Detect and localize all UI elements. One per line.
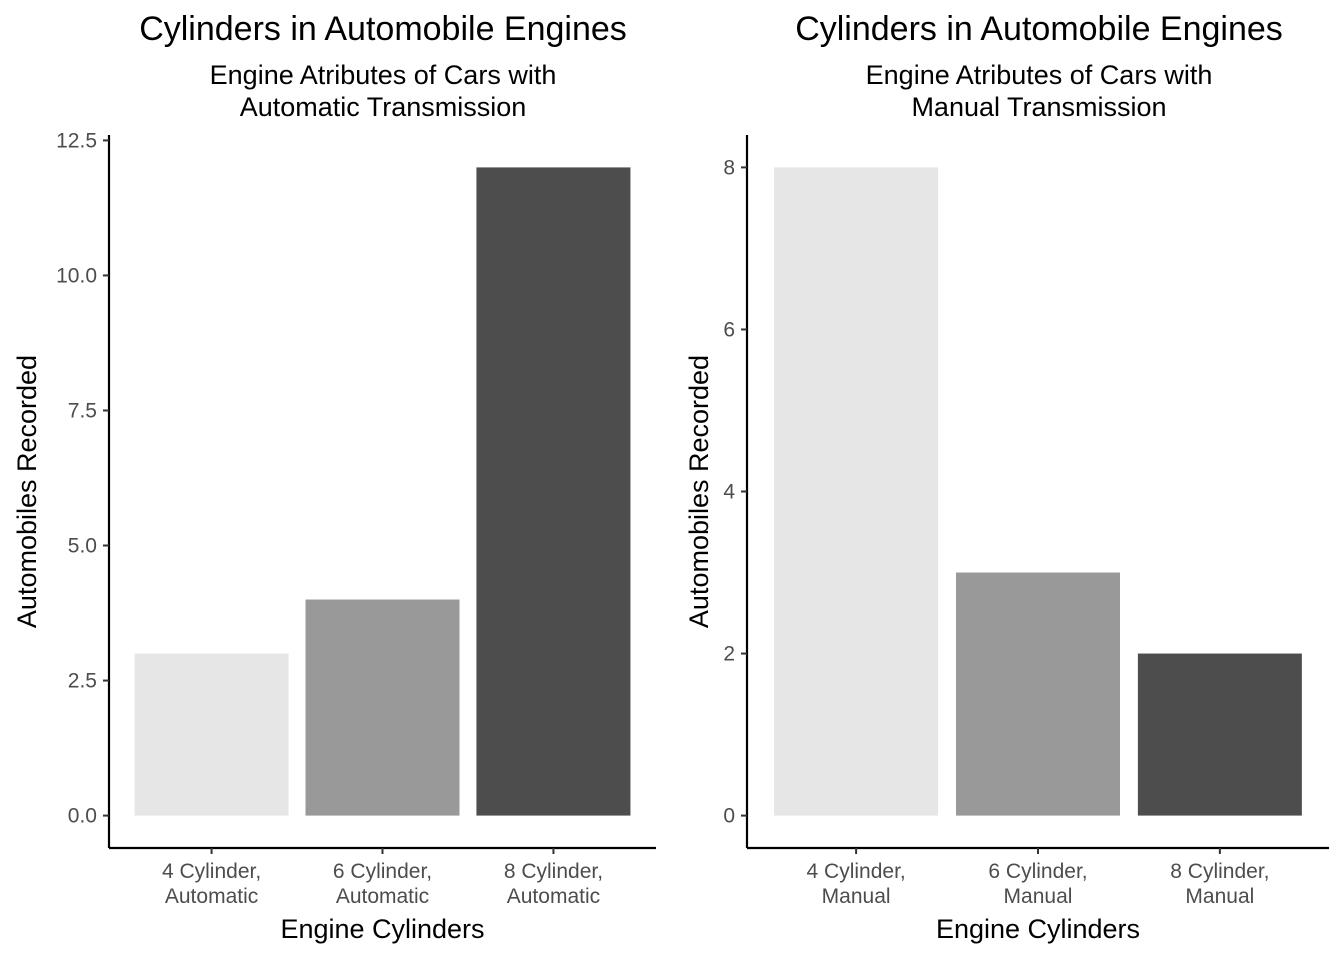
bar [134, 653, 289, 816]
y-tick-label: 4 [723, 481, 735, 504]
bar [774, 167, 939, 816]
x-axis-title: Engine Cylinders [280, 914, 484, 944]
y-tick-label: 8 [723, 156, 735, 179]
x-tick-label: Manual [1004, 885, 1073, 908]
x-tick-label: 4 Cylinder, [162, 860, 261, 883]
x-tick-label: Manual [822, 885, 891, 908]
bar [1137, 653, 1302, 816]
x-tick-label: Automatic [165, 885, 258, 908]
chart-title: Cylinders in Automobile Engines [139, 10, 627, 48]
y-tick-label: 12.5 [56, 129, 97, 152]
x-tick-label: Automatic [507, 885, 600, 908]
y-tick-label: 6 [723, 318, 735, 341]
y-axis-title: Automobiles Recorded [684, 355, 714, 628]
x-tick-label: Automatic [336, 885, 429, 908]
y-axis-title: Automobiles Recorded [12, 355, 42, 628]
y-tick-label: 0.0 [68, 805, 97, 828]
y-tick-label: 2.5 [68, 670, 97, 693]
y-tick-label: 10.0 [56, 264, 97, 287]
bar [956, 572, 1120, 816]
x-axis-title: Engine Cylinders [936, 914, 1140, 944]
x-tick-label: 8 Cylinder, [1170, 860, 1269, 883]
x-tick-label: 4 Cylinder, [807, 860, 906, 883]
chart-subtitle-line: Manual Transmission [911, 92, 1166, 122]
y-tick-label: 0 [723, 805, 735, 828]
chart-subtitle-line: Automatic Transmission [240, 92, 527, 122]
bar [305, 599, 460, 816]
bar [476, 167, 631, 816]
y-tick-label: 7.5 [68, 399, 97, 422]
chart-title: Cylinders in Automobile Engines [795, 10, 1283, 48]
y-tick-label: 2 [723, 643, 735, 666]
x-tick-label: 6 Cylinder, [333, 860, 432, 883]
chart-subtitle-line: Engine Atributes of Cars with [210, 60, 557, 90]
chart-panel-automatic: Cylinders in Automobile Engines Engine At… [12, 10, 656, 944]
x-tick-label: Manual [1185, 885, 1254, 908]
chart-subtitle-line: Engine Atributes of Cars with [866, 60, 1213, 90]
x-tick-label: 8 Cylinder, [504, 860, 603, 883]
x-tick-label: 6 Cylinder, [988, 860, 1087, 883]
y-tick-label: 5.0 [68, 535, 97, 558]
chart-panel-manual: Cylinders in Automobile Engines Engine At… [684, 10, 1329, 944]
